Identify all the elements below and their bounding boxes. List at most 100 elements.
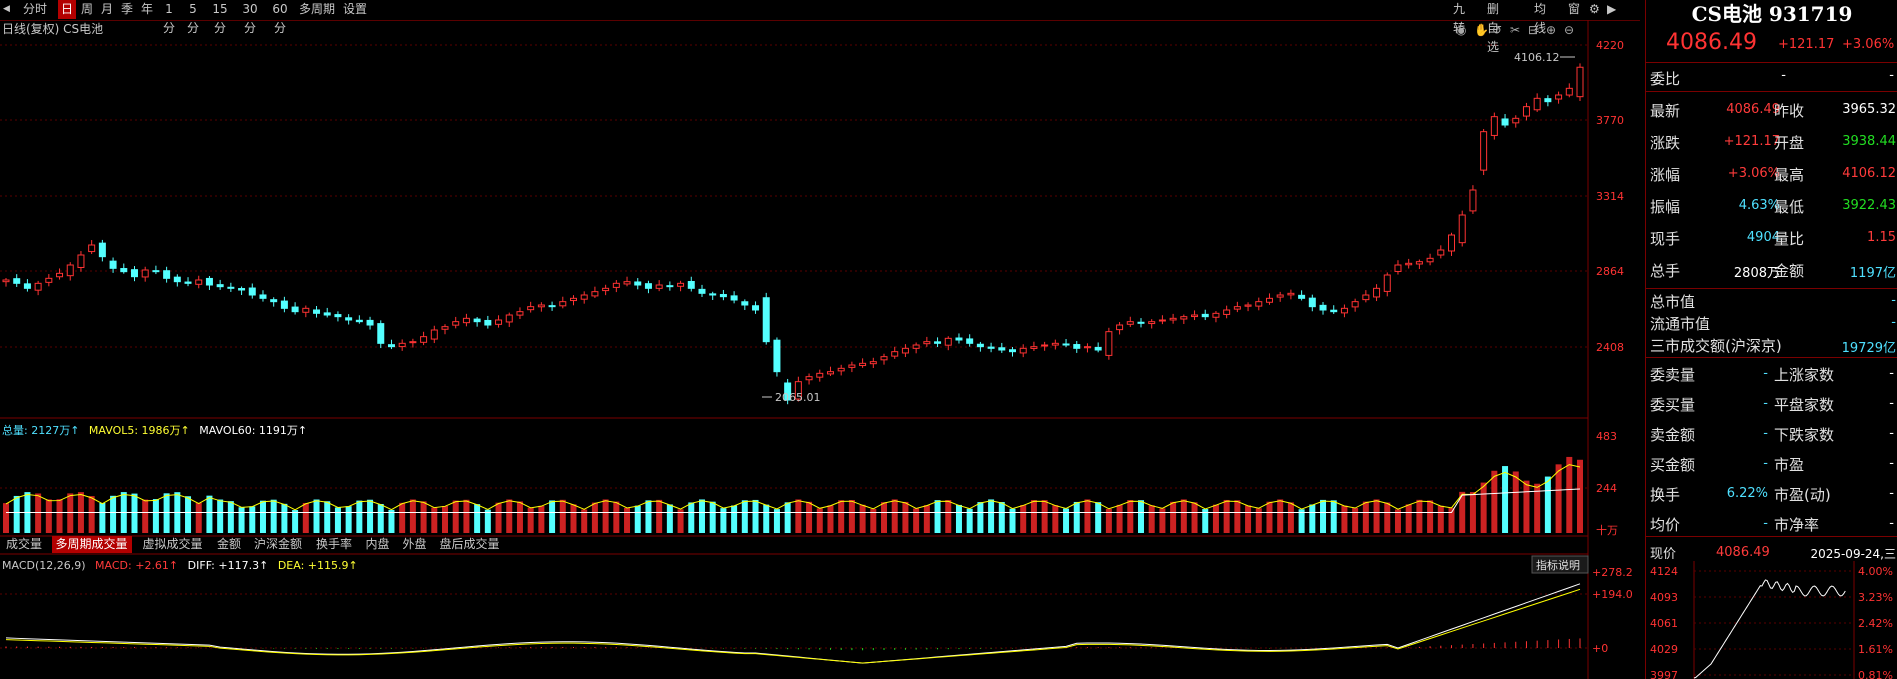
settings-icon[interactable]: ⚙ — [1589, 2, 1600, 16]
volume-tab-5[interactable]: 换手率 — [316, 537, 353, 551]
quote-label: 总手 — [1650, 262, 1681, 280]
volume-tab-4[interactable]: 沪深金额 — [254, 537, 303, 551]
period-1[interactable]: 日 — [58, 0, 76, 19]
volume-bar — [495, 502, 502, 533]
low-label: 2065.01 — [775, 391, 821, 404]
right-tool-3[interactable]: 窗 — [1568, 2, 1581, 16]
book-value: - — [1889, 426, 1894, 441]
quote-row: 涨幅 +3.06% 最高 4106.12 — [1646, 160, 1897, 192]
candle-body — [794, 381, 802, 400]
period-2[interactable]: 周 — [81, 2, 94, 16]
weibi-label: 委比 — [1650, 70, 1681, 88]
volume-tab-2[interactable]: 虚拟成交量 — [142, 537, 203, 551]
candle-body — [1073, 344, 1081, 349]
candle-body — [1522, 106, 1530, 117]
volume-tab-8[interactable]: 盘后成交量 — [439, 537, 500, 551]
box-icon[interactable]: ⊟ — [1528, 23, 1538, 37]
period-6[interactable]: 1分 — [162, 2, 175, 35]
candle-body — [1340, 307, 1348, 314]
volume-tab-6[interactable]: 内盘 — [365, 537, 390, 551]
volume-bar — [1352, 508, 1359, 533]
period-8[interactable]: 15分 — [212, 2, 228, 35]
candle-body — [1458, 214, 1466, 244]
candle-body — [719, 294, 727, 298]
volume-bar — [1566, 456, 1573, 533]
volume-tab-1[interactable]: 多周期成交量 — [51, 536, 132, 553]
candle-body — [612, 282, 620, 288]
intraday-mini-chart[interactable]: 4124 4.00% 4093 3.23% 4061 2.42% 4029 1.61% 3997… — [1646, 561, 1897, 679]
right-tool-2[interactable]: 均线 — [1534, 2, 1547, 35]
eye-icon[interactable]: ◉ — [1456, 23, 1466, 37]
candle-body — [1019, 347, 1027, 354]
period-3[interactable]: 月 — [101, 2, 114, 16]
macd-tick: +0 — [1592, 642, 1608, 655]
candle-body — [398, 342, 406, 348]
volume-bar — [3, 503, 9, 533]
candle-body — [302, 307, 310, 313]
mini-left-tick: 4093 — [1650, 591, 1678, 604]
volume-bar — [1159, 508, 1166, 533]
candle-body — [1405, 262, 1413, 266]
volume-bar — [1266, 501, 1273, 533]
volume-bar — [923, 505, 930, 533]
period-4[interactable]: 季 — [121, 2, 134, 16]
period-5[interactable]: 年 — [141, 2, 154, 16]
right-tool-1[interactable]: 删自选 — [1487, 2, 1500, 54]
period-0[interactable]: 分时 — [22, 2, 47, 16]
volume-bar — [270, 499, 277, 533]
next-arrow-icon[interactable]: ▶ — [1607, 2, 1617, 16]
prev-arrow-icon[interactable]: ◀ — [3, 4, 10, 14]
hand-icon[interactable]: ✋ — [1474, 23, 1489, 37]
candle-body — [1116, 324, 1124, 331]
quote-value: 2808万 — [1733, 266, 1780, 281]
volume-bar — [324, 501, 331, 533]
volume-bar — [645, 500, 652, 533]
volume-bar — [516, 501, 523, 533]
candle-body — [462, 317, 470, 324]
book-label: 市盈 — [1774, 456, 1805, 474]
candle-body — [195, 279, 203, 285]
book-label: 市盈(动) — [1774, 486, 1831, 504]
volume-bar — [1255, 508, 1262, 533]
candle-body — [537, 304, 545, 308]
zoom-in-icon[interactable]: ⊕ — [1546, 23, 1556, 37]
undo-icon[interactable]: ↺ — [1492, 23, 1502, 37]
volume-bar — [559, 499, 566, 533]
volume-bar — [1170, 501, 1177, 533]
period-9[interactable]: 30分 — [242, 2, 258, 35]
volume-bar — [206, 495, 213, 533]
mini-price: 4086.49 — [1716, 545, 1770, 560]
volume-tab-7[interactable]: 外盘 — [402, 537, 427, 551]
volume-tab-0[interactable]: 成交量 — [6, 537, 43, 551]
volume-bar — [988, 499, 995, 533]
indicator-help-button[interactable] — [1531, 555, 1589, 574]
volume-bar — [1137, 500, 1144, 533]
candle-body — [1201, 313, 1209, 318]
period-10[interactable]: 60分 — [272, 2, 288, 35]
period-11[interactable]: 多周期 — [299, 2, 336, 16]
scissors-icon[interactable]: ✂ — [1510, 23, 1520, 37]
volume-bar — [1223, 499, 1230, 533]
volume-bar — [56, 499, 63, 533]
volume-bar — [613, 501, 620, 533]
candle-body — [270, 299, 278, 303]
mini-price-line — [1693, 579, 1846, 679]
right-tool-0[interactable]: 九转 — [1453, 2, 1466, 35]
quote-row: 最新 4086.49 昨收 3965.32 — [1646, 96, 1897, 128]
candle-body — [163, 270, 171, 279]
book-value: - — [1763, 366, 1768, 381]
candlesticks[interactable] — [2, 56, 1584, 405]
candle-body — [741, 301, 749, 306]
volume-bar — [1309, 504, 1316, 533]
candle-body — [591, 291, 599, 297]
volume-tab-3[interactable]: 金额 — [217, 537, 242, 551]
volume-bar — [934, 500, 941, 533]
period-12[interactable]: 设置 — [343, 2, 368, 16]
candle-body — [34, 282, 42, 291]
volume-bar — [1544, 476, 1551, 533]
period-7[interactable]: 5分 — [186, 2, 199, 35]
candle-body — [205, 277, 213, 286]
volume-bar — [1202, 509, 1209, 533]
candle-body — [1051, 342, 1059, 346]
zoom-out-icon[interactable]: ⊖ — [1564, 23, 1574, 37]
